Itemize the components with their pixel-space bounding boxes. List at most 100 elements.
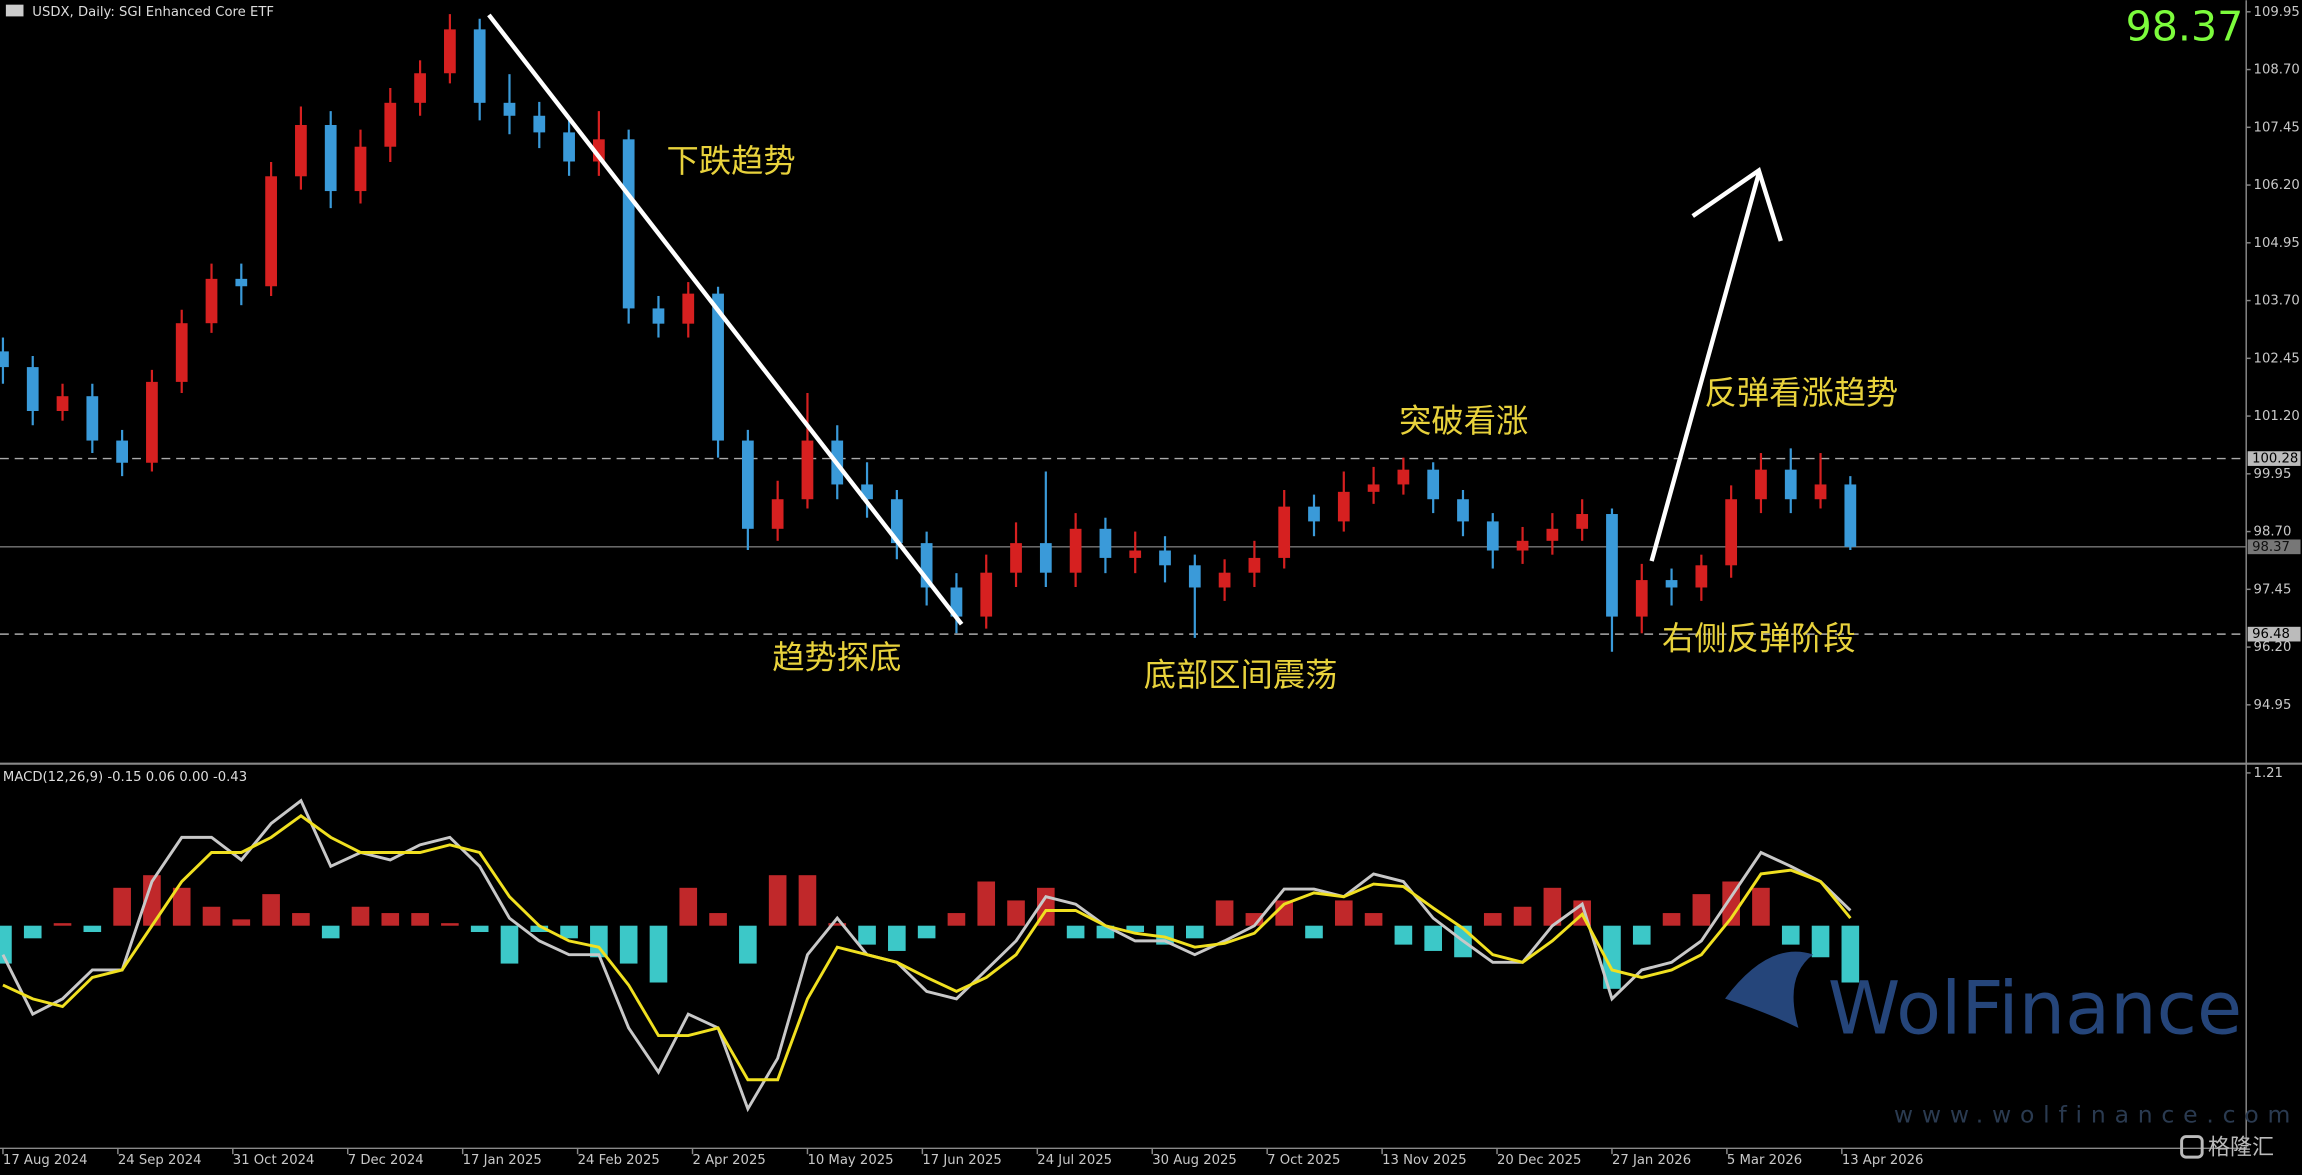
candle-body (116, 440, 128, 463)
histogram-bar (500, 925, 519, 964)
histogram-bar (1603, 925, 1621, 989)
candle-body (205, 278, 218, 324)
x-tick-label: 30 Aug 2025 (1152, 1153, 1237, 1168)
plot-layer: 109.95 108.70 107.45 106.20 104.95 103.70 102.… (0, 3, 2301, 1168)
x-tick-label: 24 Feb 2025 (578, 1153, 660, 1168)
histogram-bar (590, 925, 608, 958)
histogram-bar (441, 923, 459, 926)
candle-body (1099, 528, 1112, 558)
x-tick-label: 7 Dec 2024 (348, 1153, 424, 1168)
x-tick-label: 13 Apr 2026 (1842, 1153, 1924, 1168)
candle-body (1784, 469, 1797, 500)
annotation: 反弹看涨趋势 (1705, 374, 1899, 412)
candle-body (1337, 491, 1350, 522)
x-tick-label: 31 Oct 2024 (233, 1153, 315, 1168)
histogram-bar (1364, 913, 1383, 926)
histogram-bar (1811, 925, 1830, 958)
candle-body (175, 323, 188, 382)
y-tick-label: 104.95 (2254, 236, 2300, 251)
histogram-bar (679, 887, 698, 926)
candle-body (801, 440, 814, 500)
histogram-bar (321, 925, 340, 939)
histogram-bar (888, 925, 906, 951)
up-arrow-shaft (1649, 172, 1761, 562)
histogram-bar (1215, 900, 1234, 926)
level-box (2247, 451, 2301, 466)
histogram-bar (1394, 925, 1413, 945)
candle-body (682, 293, 695, 324)
candle-body (444, 29, 456, 74)
candle-body (861, 484, 873, 500)
candle-body (1695, 565, 1708, 588)
x-tick-label: 24 Jul 2025 (1037, 1153, 1112, 1168)
candle-body (295, 125, 307, 177)
candle-body (622, 139, 635, 309)
histogram-bar (739, 925, 757, 964)
candle-body (1427, 469, 1440, 500)
histogram-bar (1126, 925, 1145, 933)
candle-body (1218, 572, 1231, 588)
candle-body (920, 543, 933, 588)
up-arrow-head (1691, 167, 1783, 242)
candle-body (533, 115, 546, 133)
candle-body (354, 146, 367, 192)
logo-icon (2180, 1135, 2204, 1159)
histogram-bar (202, 906, 221, 926)
candle-body (950, 587, 963, 617)
histogram-bar (709, 913, 727, 926)
macd-line (2, 813, 1852, 1082)
candle-body (1069, 528, 1082, 573)
histogram-bar (798, 875, 817, 926)
candle-body (265, 176, 277, 287)
x-tick-label: 24 Sep 2024 (118, 1153, 202, 1168)
candle-body (0, 351, 9, 368)
histogram-bar (917, 925, 936, 939)
histogram-bar (1334, 900, 1353, 926)
candle-body (1725, 499, 1738, 566)
y-tick-label: 96.20 (2254, 640, 2292, 655)
candle-body (1755, 469, 1767, 500)
histogram-bar (83, 925, 102, 933)
histogram-bar (0, 925, 12, 964)
candle-body (980, 572, 993, 617)
candle-body (1516, 540, 1529, 551)
x-tick-label: 17 Jan 2025 (463, 1153, 542, 1168)
x-tick-label: 17 Aug 2024 (3, 1153, 88, 1168)
histogram-bar (1781, 925, 1800, 945)
watermark-logo (1725, 951, 1814, 1028)
level-label: 96.48 (2252, 627, 2290, 642)
candle-body (1635, 580, 1648, 617)
candle-body (1010, 543, 1022, 573)
candle-body (890, 499, 903, 544)
candle-body (503, 102, 516, 116)
trend-arrows (487, 13, 1783, 626)
histogram-bar (1305, 925, 1323, 939)
histogram-bar (23, 925, 42, 939)
y-tick-label: 1.21 (2254, 766, 2283, 781)
candle-body (712, 293, 724, 441)
histogram-bar (262, 894, 280, 926)
level-box (2247, 626, 2301, 642)
y-tick-label: 94.95 (2254, 698, 2292, 713)
current-price-label: 98.37 (2252, 540, 2290, 555)
candle-body (1367, 484, 1380, 492)
histogram-bar (232, 919, 251, 926)
candle-body (56, 396, 69, 411)
x-tick-label: 5 Mar 2026 (1727, 1153, 1802, 1168)
histogram-bar (1186, 925, 1204, 939)
x-tick-label: 13 Nov 2025 (1382, 1153, 1467, 1168)
candle-body (1188, 565, 1201, 588)
histogram-bar (172, 887, 191, 926)
histogram-bar (143, 875, 161, 926)
annotation: 底部区间震荡 (1144, 656, 1338, 694)
candle-body (26, 367, 39, 411)
histogram-bar (977, 881, 996, 926)
watermark-brand: WolFinance (1828, 966, 2242, 1051)
current-price-box (2247, 539, 2301, 555)
y-tick-label: 108.70 (2254, 63, 2300, 78)
symbol-icon (5, 4, 24, 17)
histogram-bar (411, 913, 429, 926)
y-tick-label: 103.70 (2254, 294, 2300, 309)
y-tick-label: 99.95 (2254, 467, 2292, 482)
candle-body (1457, 499, 1469, 522)
